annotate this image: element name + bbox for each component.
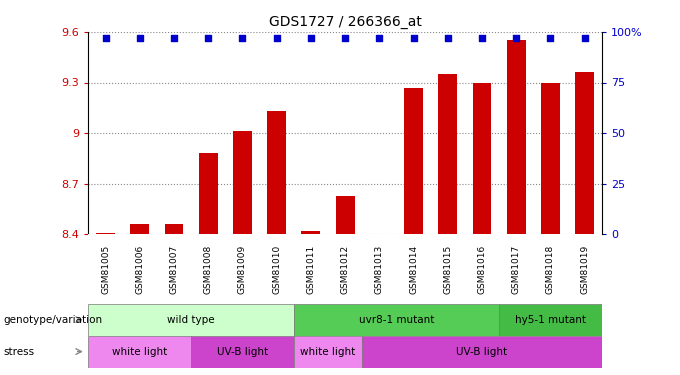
Point (271, 35, 282, 41)
Text: UV-B light: UV-B light (217, 346, 268, 357)
Point (100, 35, 111, 41)
Bar (294, 304, 499, 336)
Bar (473, 82, 492, 234)
Text: GSM81013: GSM81013 (375, 245, 384, 294)
Bar (199, 153, 218, 234)
Point (169, 35, 180, 41)
Text: GSM81019: GSM81019 (580, 245, 589, 294)
Bar (233, 132, 252, 234)
Point (408, 35, 419, 41)
Text: GSM81018: GSM81018 (546, 245, 555, 294)
Bar (131, 224, 149, 234)
Bar (191, 336, 294, 368)
Bar (499, 304, 602, 336)
Text: GSM81009: GSM81009 (238, 245, 247, 294)
Bar (301, 231, 320, 234)
Bar (336, 196, 354, 234)
Point (135, 35, 146, 41)
Text: hy5-1 mutant: hy5-1 mutant (515, 315, 586, 325)
Text: GSM81008: GSM81008 (204, 245, 213, 294)
Text: GSM81017: GSM81017 (512, 245, 521, 294)
Bar (88, 336, 191, 368)
Point (511, 35, 522, 41)
Bar (575, 72, 594, 234)
Bar (294, 336, 362, 368)
Title: GDS1727 / 266366_at: GDS1727 / 266366_at (269, 15, 422, 30)
Bar (439, 74, 457, 234)
Point (545, 35, 556, 41)
Point (305, 35, 316, 41)
Text: genotype/variation: genotype/variation (3, 315, 103, 325)
Point (374, 35, 385, 41)
Point (203, 35, 214, 41)
Point (340, 35, 351, 41)
Text: GSM81006: GSM81006 (135, 245, 144, 294)
Point (579, 35, 590, 41)
Text: GSM81007: GSM81007 (169, 245, 178, 294)
Bar (404, 88, 423, 234)
Point (477, 35, 488, 41)
Text: GSM81012: GSM81012 (341, 245, 350, 294)
Text: GSM81016: GSM81016 (477, 245, 486, 294)
Text: wild type: wild type (167, 315, 215, 325)
Text: GSM81010: GSM81010 (272, 245, 281, 294)
Text: UV-B light: UV-B light (456, 346, 507, 357)
Bar (96, 233, 115, 234)
Bar (267, 111, 286, 234)
Text: GSM81011: GSM81011 (307, 245, 316, 294)
Bar (88, 304, 294, 336)
Text: GSM81014: GSM81014 (409, 245, 418, 294)
Text: white light: white light (301, 346, 356, 357)
Text: GSM81015: GSM81015 (443, 245, 452, 294)
Point (442, 35, 453, 41)
Text: GSM81005: GSM81005 (101, 245, 110, 294)
Bar (165, 224, 184, 234)
Text: uvr8-1 mutant: uvr8-1 mutant (359, 315, 434, 325)
Text: white light: white light (112, 346, 167, 357)
Bar (507, 40, 526, 234)
Bar (541, 82, 560, 234)
Bar (362, 336, 602, 368)
Point (237, 35, 248, 41)
Text: stress: stress (3, 346, 35, 357)
